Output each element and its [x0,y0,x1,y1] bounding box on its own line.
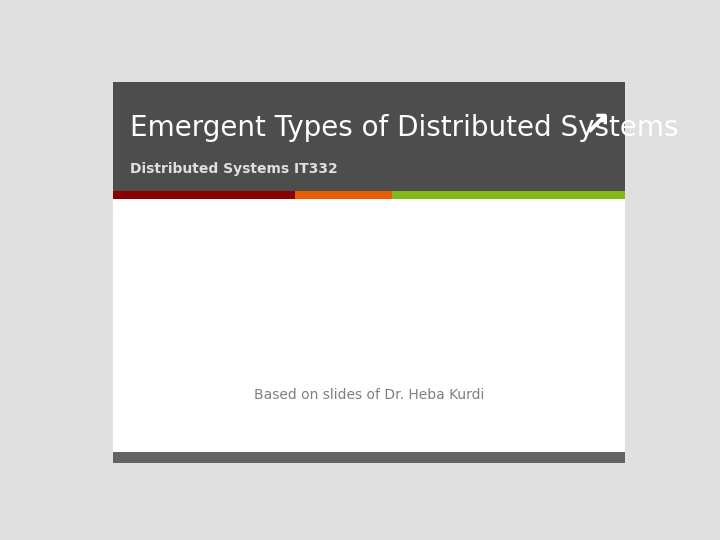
Text: Based on slides of Dr. Heba Kurdi: Based on slides of Dr. Heba Kurdi [254,388,484,402]
Bar [114,453,624,463]
Bar [392,191,624,199]
Bar [295,191,392,199]
Bar [114,191,295,199]
Text: ↗: ↗ [582,109,611,142]
Text: Emergent Types of Distributed Systems: Emergent Types of Distributed Systems [130,114,679,142]
Bar [114,82,624,191]
Text: Distributed Systems IT332: Distributed Systems IT332 [130,162,338,176]
